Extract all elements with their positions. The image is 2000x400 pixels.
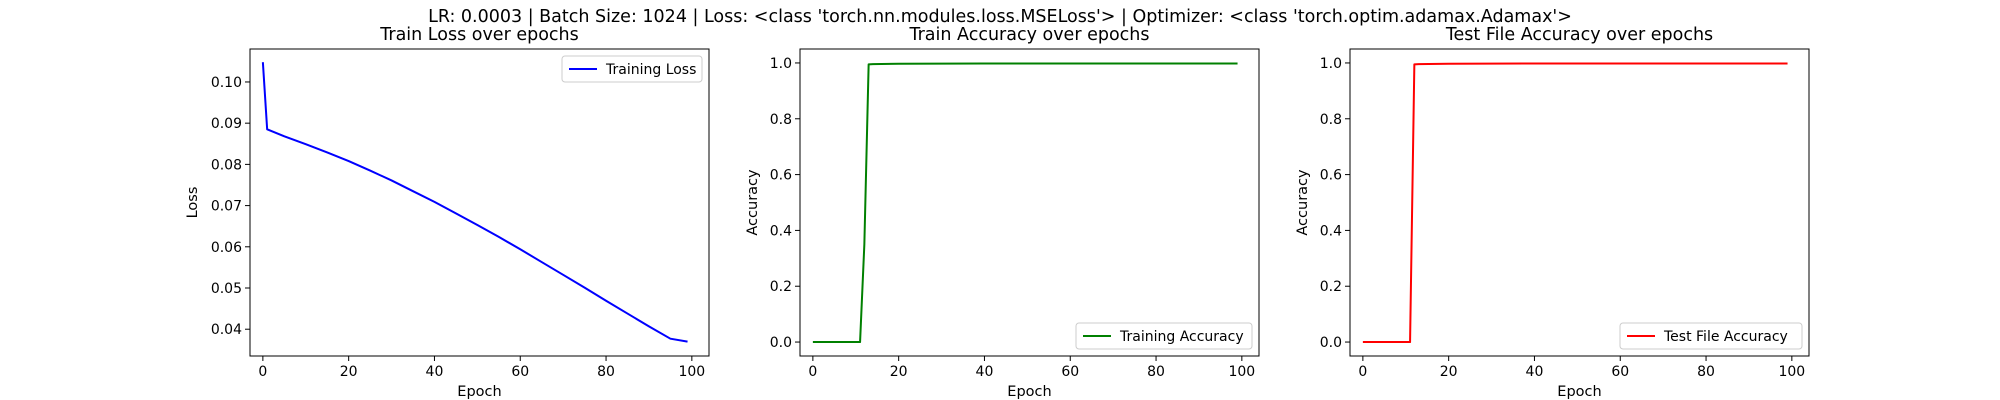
x-tick-label: 60 xyxy=(511,364,529,380)
y-tick-label: 0.04 xyxy=(211,322,242,338)
figure-suptitle: LR: 0.0003 | Batch Size: 1024 | Loss: <c… xyxy=(428,7,1572,27)
legend-box xyxy=(561,55,703,83)
y-tick-label: 0.2 xyxy=(770,279,792,295)
legend: Test File Accuracy xyxy=(1619,322,1803,350)
axes-title: Test File Accuracy over epochs xyxy=(1445,25,1713,45)
y-tick-label: 0.07 xyxy=(211,199,242,215)
axes-frame xyxy=(799,48,1260,357)
series-line-0 xyxy=(812,62,1238,344)
axes-title: Train Loss over epochs xyxy=(379,25,579,45)
x-tick-label: 0 xyxy=(808,364,817,380)
y-tick-label: 0.4 xyxy=(1320,223,1342,239)
y-tick-label: 0.8 xyxy=(1320,112,1342,128)
x-tick-label: 80 xyxy=(597,364,615,380)
x-tick-label: 20 xyxy=(340,364,358,380)
y-tick-label: 1.0 xyxy=(1320,56,1342,72)
legend-label: Training Accuracy xyxy=(1119,329,1244,345)
series-line-0 xyxy=(261,62,688,343)
legend: Training Loss xyxy=(561,55,703,83)
legend-label: Training Loss xyxy=(605,62,696,78)
x-tick-label: 60 xyxy=(1611,364,1629,380)
y-axis-label: Accuracy xyxy=(1295,169,1311,236)
x-tick-label: 20 xyxy=(890,364,908,380)
x-tick-label: 100 xyxy=(678,364,705,380)
train-accuracy-chart: Train Accuracy over epochs 0 20 40 60 80 100 0.… xyxy=(745,25,1260,400)
y-tick-label: 0.6 xyxy=(1320,168,1342,184)
x-tick-label: 80 xyxy=(1147,364,1165,380)
series-line-0 xyxy=(1362,62,1788,344)
x-tick-label: 0 xyxy=(258,364,267,380)
x-axis-label: Epoch xyxy=(1007,384,1051,400)
x-tick-label: 100 xyxy=(1228,364,1255,380)
y-axis-label: Accuracy xyxy=(745,169,761,236)
x-axis-label: Epoch xyxy=(1557,384,1601,400)
y-tick-label: 0.2 xyxy=(1320,279,1342,295)
legend: Training Accuracy xyxy=(1075,322,1253,350)
legend-box xyxy=(1075,322,1253,350)
y-tick-label: 0.05 xyxy=(211,281,242,297)
axes-title: Train Accuracy over epochs xyxy=(908,25,1149,45)
y-tick-label: 0.8 xyxy=(770,112,792,128)
y-tick-label: 0.0 xyxy=(770,335,792,351)
axes-frame xyxy=(249,48,710,357)
axes-frame xyxy=(1349,48,1810,357)
y-tick-label: 0.4 xyxy=(770,223,792,239)
y-axis-label: Loss xyxy=(185,187,201,219)
x-axis-label: Epoch xyxy=(457,384,501,400)
y-tick-label: 0.08 xyxy=(211,157,242,173)
x-tick-label: 40 xyxy=(1526,364,1544,380)
x-tick-label: 80 xyxy=(1697,364,1715,380)
y-tick-label: 0.6 xyxy=(770,168,792,184)
train-loss-chart: Train Loss over epochs 0 20 40 60 80 100 0.04 0.… xyxy=(185,25,710,400)
y-tick-label: 1.0 xyxy=(770,56,792,72)
x-tick-label: 20 xyxy=(1440,364,1458,380)
legend-label: Test File Accuracy xyxy=(1663,329,1788,345)
x-tick-label: 100 xyxy=(1778,364,1805,380)
x-tick-label: 40 xyxy=(426,364,444,380)
x-tick-label: 0 xyxy=(1358,364,1367,380)
y-tick-label: 0.06 xyxy=(211,240,242,256)
y-tick-label: 0.10 xyxy=(211,75,242,91)
y-tick-label: 0.0 xyxy=(1320,335,1342,351)
test-file-accuracy-chart: Test File Accuracy over epochs 0 20 40 60 80 1… xyxy=(1295,25,1810,400)
x-tick-label: 60 xyxy=(1061,364,1079,380)
legend-box xyxy=(1619,322,1803,350)
x-tick-label: 40 xyxy=(976,364,994,380)
y-tick-label: 0.09 xyxy=(211,116,242,132)
